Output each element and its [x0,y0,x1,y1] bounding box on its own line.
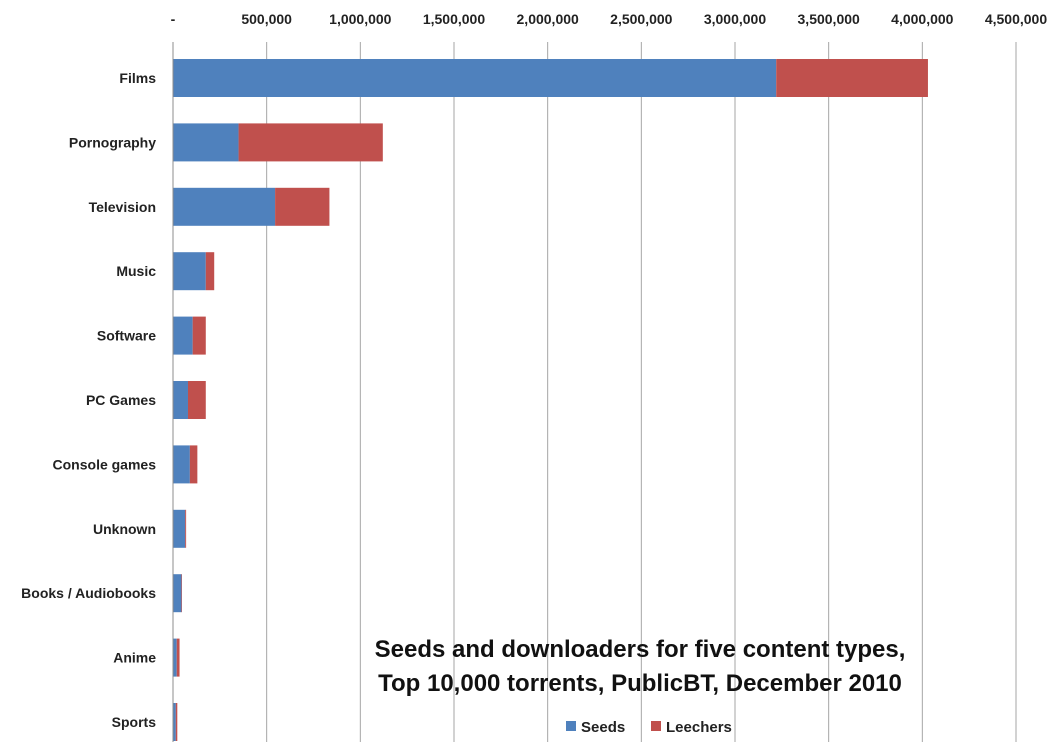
y-tick-label: Television [89,199,156,215]
bar-leechers [189,445,198,484]
bars [173,59,928,741]
bar-seeds [173,59,777,97]
bar-seeds [173,703,176,741]
chart-title-line-1: Seeds and downloaders for five content t… [375,636,906,663]
y-tick-label: Music [116,263,156,279]
chart-title-line-2: Top 10,000 torrents, PublicBT, December … [378,670,902,697]
legend-label-seeds: Seeds [581,719,625,736]
x-tick-label: - [171,11,176,27]
bar-seeds [173,316,193,355]
x-tick-label: 4,500,000 [985,11,1047,27]
y-tick-label: Sports [112,714,157,730]
y-tick-label: Anime [113,650,156,666]
bar-leechers [185,509,187,548]
y-tick-label: PC Games [86,392,156,408]
bar-leechers [238,123,383,162]
y-tick-label: Console games [53,456,157,472]
x-tick-label: 3,500,000 [798,11,860,27]
bar-leechers [776,59,928,97]
bar-leechers [192,316,206,355]
chart-title: Seeds and downloaders for five content t… [375,636,906,697]
legend: Seeds Leechers [566,719,732,736]
bar-seeds [173,123,239,162]
bar-seeds [173,574,182,613]
bar-seeds [173,509,186,548]
bar-leechers [175,703,178,741]
bar-leechers [176,638,180,677]
x-tick-label: 3,000,000 [704,11,766,27]
x-tick-label: 500,000 [241,11,292,27]
axes: - 500,000 1,000,000 1,500,000 2,000,000 2,500… [21,11,1047,742]
y-tick-label: Pornography [69,134,156,150]
bar-leechers [275,187,330,226]
y-tick-label: Software [97,328,156,344]
bar-leechers [205,252,215,291]
bar-seeds [173,445,190,484]
x-tick-label: 1,500,000 [423,11,485,27]
x-tick-label: 1,000,000 [329,11,391,27]
bar-seeds [173,638,177,677]
x-tick-label: 2,000,000 [517,11,579,27]
y-tick-label: Books / Audiobooks [21,585,156,601]
legend-label-leechers: Leechers [666,719,732,736]
bar-leechers [181,574,182,613]
y-tick-label: Unknown [93,521,156,537]
legend-swatch-seeds [566,721,576,731]
bar-seeds [173,381,188,419]
bar-leechers [187,381,206,419]
bar-seeds [173,252,206,291]
y-tick-label: Films [119,70,156,86]
legend-swatch-leechers [651,721,661,731]
bar-seeds [173,187,276,226]
x-tick-label: 4,000,000 [891,11,953,27]
x-tick-label: 2,500,000 [610,11,672,27]
